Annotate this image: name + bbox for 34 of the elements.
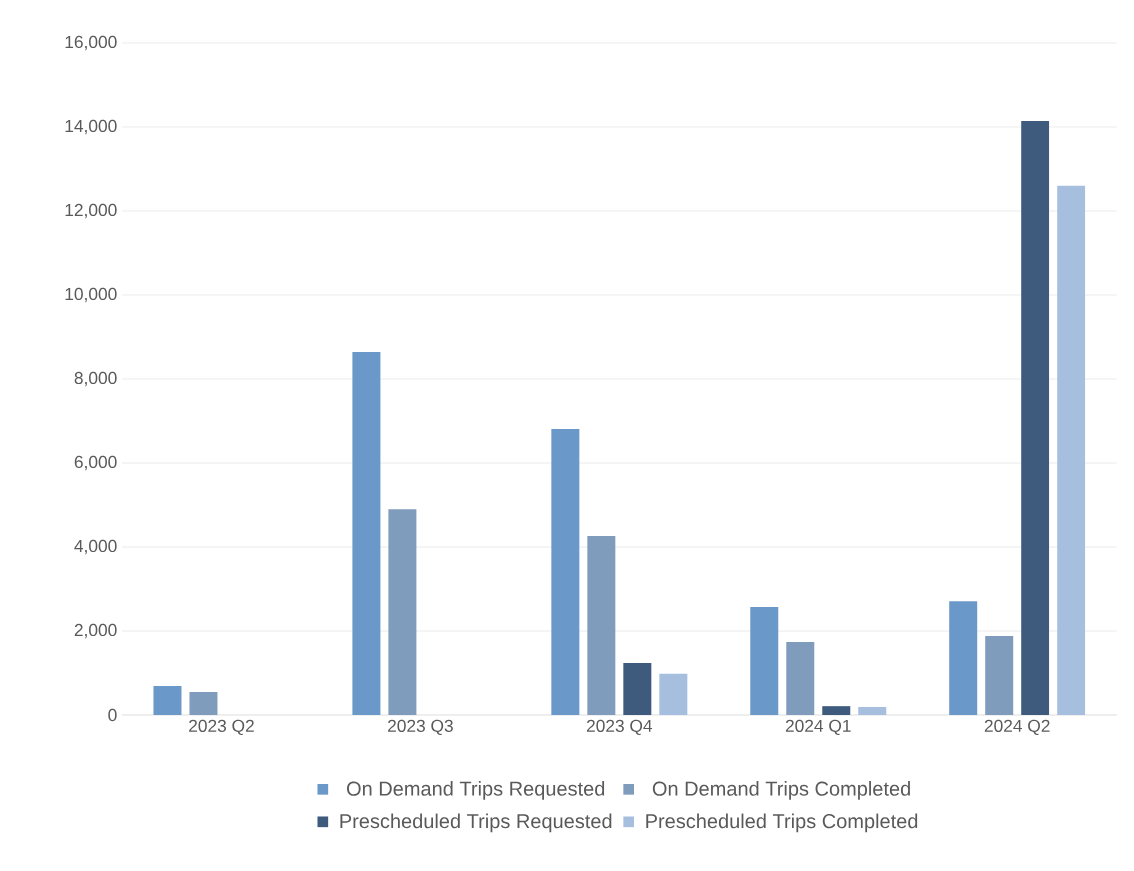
bar <box>551 428 580 715</box>
x-tick-label: 2024 Q2 <box>984 719 1050 736</box>
bar <box>659 673 688 715</box>
x-tick-label: 2024 Q1 <box>785 719 851 736</box>
bar <box>822 706 851 715</box>
bar <box>623 662 652 715</box>
y-tick-label: 8,000 <box>74 371 117 387</box>
bar <box>858 707 887 715</box>
bar <box>1057 185 1086 715</box>
bar <box>985 636 1014 715</box>
legend-label: On Demand Trips Requested <box>347 781 605 800</box>
x-tick-label: 2023 Q4 <box>586 719 653 736</box>
bar <box>1021 121 1050 715</box>
y-tick-label: 0 <box>108 708 117 722</box>
y-tick-label: 6,000 <box>74 455 117 471</box>
y-tick-label: 2,000 <box>74 623 117 639</box>
bar <box>352 352 381 715</box>
bar <box>949 601 978 715</box>
x-tick-label: 2023 Q3 <box>388 719 453 736</box>
bar <box>786 641 815 715</box>
bar <box>750 607 779 715</box>
legend-label: Prescheduled Trips Requested <box>340 813 612 833</box>
bar <box>587 536 616 715</box>
y-tick-label: 4,000 <box>74 539 117 555</box>
y-tick-label: 16,000 <box>65 35 117 51</box>
bar <box>189 691 218 715</box>
bar <box>388 509 417 715</box>
y-tick-label: 10,000 <box>65 287 117 303</box>
y-tick-label: 14,000 <box>65 119 117 135</box>
legend-label: On Demand Trips Completed <box>652 781 910 800</box>
bar <box>153 686 182 715</box>
legend-label: Prescheduled Trips Completed <box>646 813 918 833</box>
x-tick-label: 2023 Q2 <box>189 719 254 736</box>
y-tick-label: 12,000 <box>65 203 117 219</box>
